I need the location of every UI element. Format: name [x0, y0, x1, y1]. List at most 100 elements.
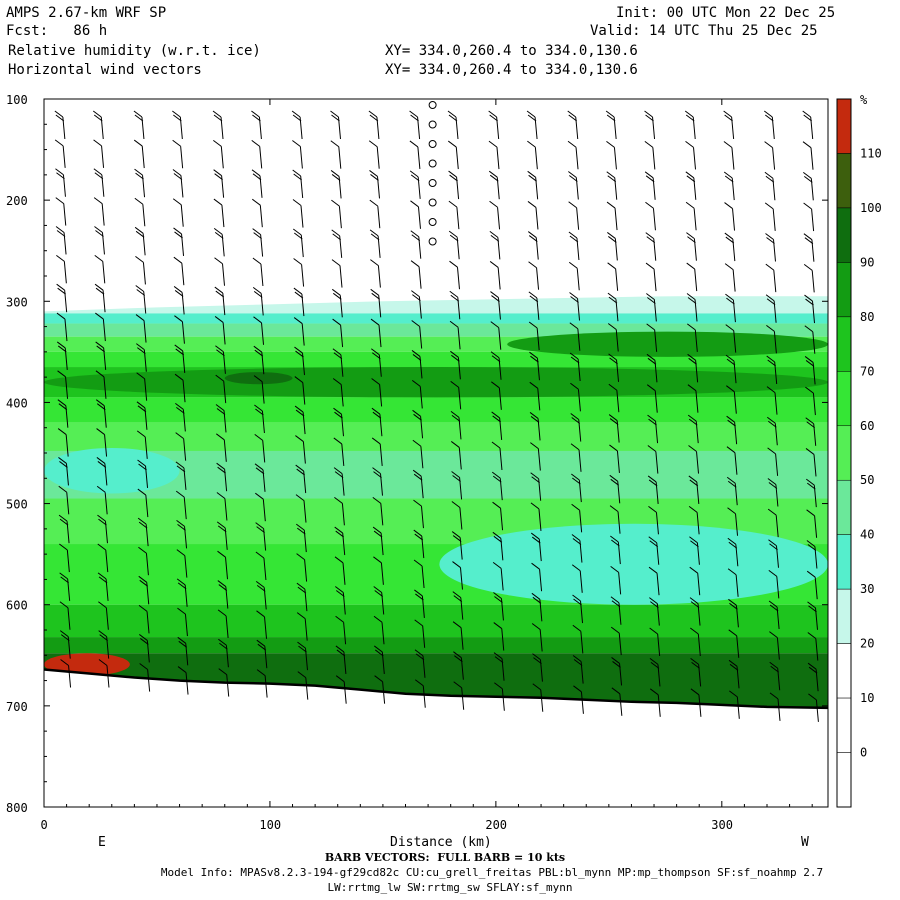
barb-flag — [606, 140, 615, 148]
barb-flag — [493, 622, 503, 629]
y-tick-label: 300 — [6, 295, 28, 309]
barb-flag — [452, 561, 461, 568]
barb-flag — [370, 233, 380, 241]
barb-flag — [569, 352, 579, 360]
barb-flag — [98, 576, 108, 584]
barb-flag — [133, 110, 143, 118]
barb-flag — [214, 316, 224, 323]
barb-flag — [257, 643, 267, 651]
barb-flag — [768, 482, 778, 489]
barb-shaft — [379, 384, 383, 407]
barb-shaft — [380, 503, 384, 526]
barb-flag — [533, 657, 542, 665]
barb-shaft — [537, 448, 541, 471]
barb-flag — [452, 475, 461, 482]
barb-flag — [528, 291, 538, 299]
barb-shaft — [536, 327, 540, 351]
barb-shaft — [652, 147, 656, 170]
barb-flag — [174, 315, 183, 323]
barb-flag — [767, 508, 777, 516]
barb-flag — [808, 693, 817, 701]
barb-flag — [59, 630, 69, 638]
barb-flag — [689, 479, 699, 487]
barb-shaft — [616, 450, 620, 473]
barb-flag — [172, 110, 181, 118]
barb-flag — [134, 168, 143, 176]
barb-flag — [529, 381, 539, 389]
barb-flag — [330, 110, 339, 118]
barb-shaft — [579, 570, 583, 593]
barb-flag — [136, 289, 146, 296]
barb-flag — [569, 235, 579, 243]
x-tick-label: 0 — [41, 818, 48, 832]
barb-shaft — [183, 497, 187, 520]
barb-flag — [295, 435, 304, 442]
barb-flag — [686, 293, 696, 300]
barb-flag — [688, 357, 697, 365]
rh-patch-110 — [44, 653, 130, 676]
barb-shaft — [736, 635, 740, 658]
barb-flag — [173, 227, 182, 235]
calm-circle — [428, 237, 437, 246]
barb-flag — [218, 638, 227, 646]
terrain-line — [44, 668, 828, 710]
barb-flag — [216, 433, 225, 441]
barb-shaft — [223, 439, 227, 462]
barb-shaft — [101, 203, 105, 226]
barb-flag — [490, 321, 500, 329]
calm-circle — [428, 120, 437, 129]
barb-flag — [256, 669, 266, 677]
barb-shaft — [180, 204, 184, 227]
barb-flag — [332, 233, 341, 241]
barb-flag — [450, 380, 459, 388]
barb-flag — [370, 259, 379, 266]
barb-flag — [94, 254, 104, 262]
barb-shaft — [815, 638, 819, 661]
colorbar-swatch — [836, 697, 852, 753]
rh-band-60 — [44, 422, 828, 451]
rh-band-70 — [44, 397, 828, 423]
barb-flag — [687, 297, 697, 304]
barb-flag — [687, 384, 697, 392]
barb-flag — [214, 231, 224, 239]
barb-flag — [489, 174, 499, 182]
barb-shaft — [654, 329, 658, 352]
barb-flag — [572, 477, 581, 485]
barb-shaft — [301, 264, 305, 287]
barb-flag — [173, 256, 183, 264]
barb-shaft — [63, 203, 67, 226]
barb-flag — [332, 318, 341, 326]
barb-shaft — [142, 262, 146, 285]
barb-flag — [690, 658, 699, 665]
barb-flag — [644, 171, 654, 179]
barb-flag — [568, 261, 578, 269]
barb-shaft — [811, 208, 815, 232]
barb-flag — [296, 468, 305, 476]
barb-flag — [527, 114, 537, 122]
barb-shaft — [66, 492, 70, 515]
barb-flag — [573, 659, 583, 666]
barb-shaft — [498, 387, 502, 410]
barb-flag — [724, 263, 734, 270]
barb-flag — [255, 522, 264, 530]
barb-flag — [609, 444, 618, 452]
barb-shaft — [577, 389, 581, 412]
barb-shaft — [657, 633, 661, 657]
barb-flag — [768, 539, 777, 547]
barb-shaft — [143, 320, 147, 343]
barb-flag — [58, 514, 68, 522]
barb-flag — [610, 626, 620, 634]
barb-shaft — [419, 386, 423, 409]
barb-shaft — [376, 146, 380, 169]
barb-flag — [451, 501, 461, 508]
rh-field — [44, 99, 828, 807]
barb-flag — [802, 141, 812, 149]
barb-flag — [807, 662, 817, 670]
barb-shaft — [381, 622, 385, 645]
barb-shaft — [377, 206, 381, 229]
barb-flag — [494, 682, 503, 690]
barb-shaft — [142, 204, 146, 227]
barb-flag — [571, 473, 580, 481]
barb-flag — [685, 141, 694, 148]
barb-shaft — [539, 569, 543, 592]
